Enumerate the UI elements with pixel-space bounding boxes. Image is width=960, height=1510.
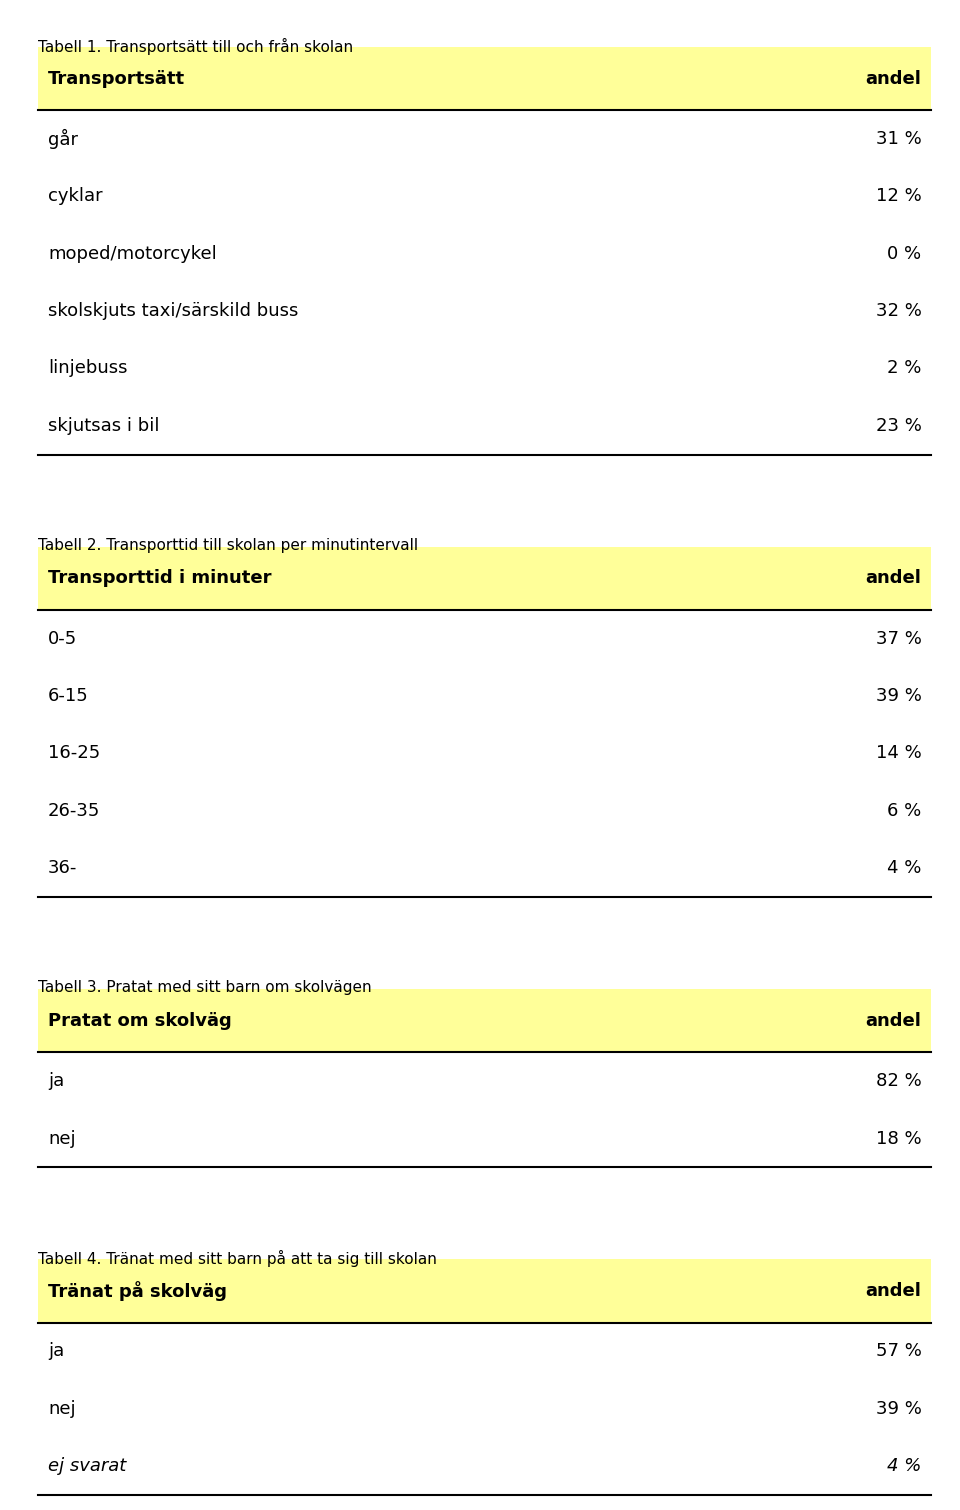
Text: 0-5: 0-5	[48, 630, 77, 648]
FancyBboxPatch shape	[38, 547, 931, 610]
Text: skolskjuts taxi/särskild buss: skolskjuts taxi/särskild buss	[48, 302, 299, 320]
Text: 31 %: 31 %	[876, 130, 922, 148]
Text: 12 %: 12 %	[876, 187, 922, 205]
FancyBboxPatch shape	[38, 1259, 931, 1323]
Text: 6-15: 6-15	[48, 687, 88, 705]
Text: ja: ja	[48, 1342, 64, 1361]
Text: ja: ja	[48, 1072, 64, 1090]
Text: 32 %: 32 %	[876, 302, 922, 320]
Text: går: går	[48, 128, 78, 149]
Text: nej: nej	[48, 1129, 76, 1148]
Text: 18 %: 18 %	[876, 1129, 922, 1148]
Text: Tabell 4. Tränat med sitt barn på att ta sig till skolan: Tabell 4. Tränat med sitt barn på att ta…	[38, 1250, 437, 1267]
Text: Tränat på skolväg: Tränat på skolväg	[48, 1280, 227, 1302]
Text: ej svarat: ej svarat	[48, 1457, 127, 1475]
Text: 39 %: 39 %	[876, 687, 922, 705]
Text: nej: nej	[48, 1400, 76, 1418]
Text: Transportsätt: Transportsätt	[48, 69, 185, 88]
Text: andel: andel	[866, 69, 922, 88]
Text: Tabell 2. Transporttid till skolan per minutintervall: Tabell 2. Transporttid till skolan per m…	[38, 538, 419, 553]
Text: Pratat om skolväg: Pratat om skolväg	[48, 1012, 231, 1030]
Text: 26-35: 26-35	[48, 802, 101, 820]
Text: skjutsas i bil: skjutsas i bil	[48, 417, 159, 435]
Text: 16-25: 16-25	[48, 744, 100, 763]
Text: 0 %: 0 %	[887, 245, 922, 263]
Text: 2 %: 2 %	[887, 359, 922, 378]
Text: 37 %: 37 %	[876, 630, 922, 648]
Text: 6 %: 6 %	[887, 802, 922, 820]
Text: linjebuss: linjebuss	[48, 359, 128, 378]
Text: andel: andel	[866, 1012, 922, 1030]
Text: Tabell 3. Pratat med sitt barn om skolvägen: Tabell 3. Pratat med sitt barn om skolvä…	[38, 980, 372, 995]
Text: 82 %: 82 %	[876, 1072, 922, 1090]
FancyBboxPatch shape	[38, 47, 931, 110]
Text: Tabell 1. Transportsätt till och från skolan: Tabell 1. Transportsätt till och från sk…	[38, 38, 353, 54]
Text: 14 %: 14 %	[876, 744, 922, 763]
Text: 39 %: 39 %	[876, 1400, 922, 1418]
Text: andel: andel	[866, 569, 922, 587]
Text: 4 %: 4 %	[887, 1457, 922, 1475]
Text: Transporttid i minuter: Transporttid i minuter	[48, 569, 272, 587]
Text: 4 %: 4 %	[887, 859, 922, 877]
Text: 36-: 36-	[48, 859, 78, 877]
Text: cyklar: cyklar	[48, 187, 103, 205]
Text: moped/motorcykel: moped/motorcykel	[48, 245, 217, 263]
FancyBboxPatch shape	[38, 989, 931, 1052]
Text: 23 %: 23 %	[876, 417, 922, 435]
Text: andel: andel	[866, 1282, 922, 1300]
Text: 57 %: 57 %	[876, 1342, 922, 1361]
